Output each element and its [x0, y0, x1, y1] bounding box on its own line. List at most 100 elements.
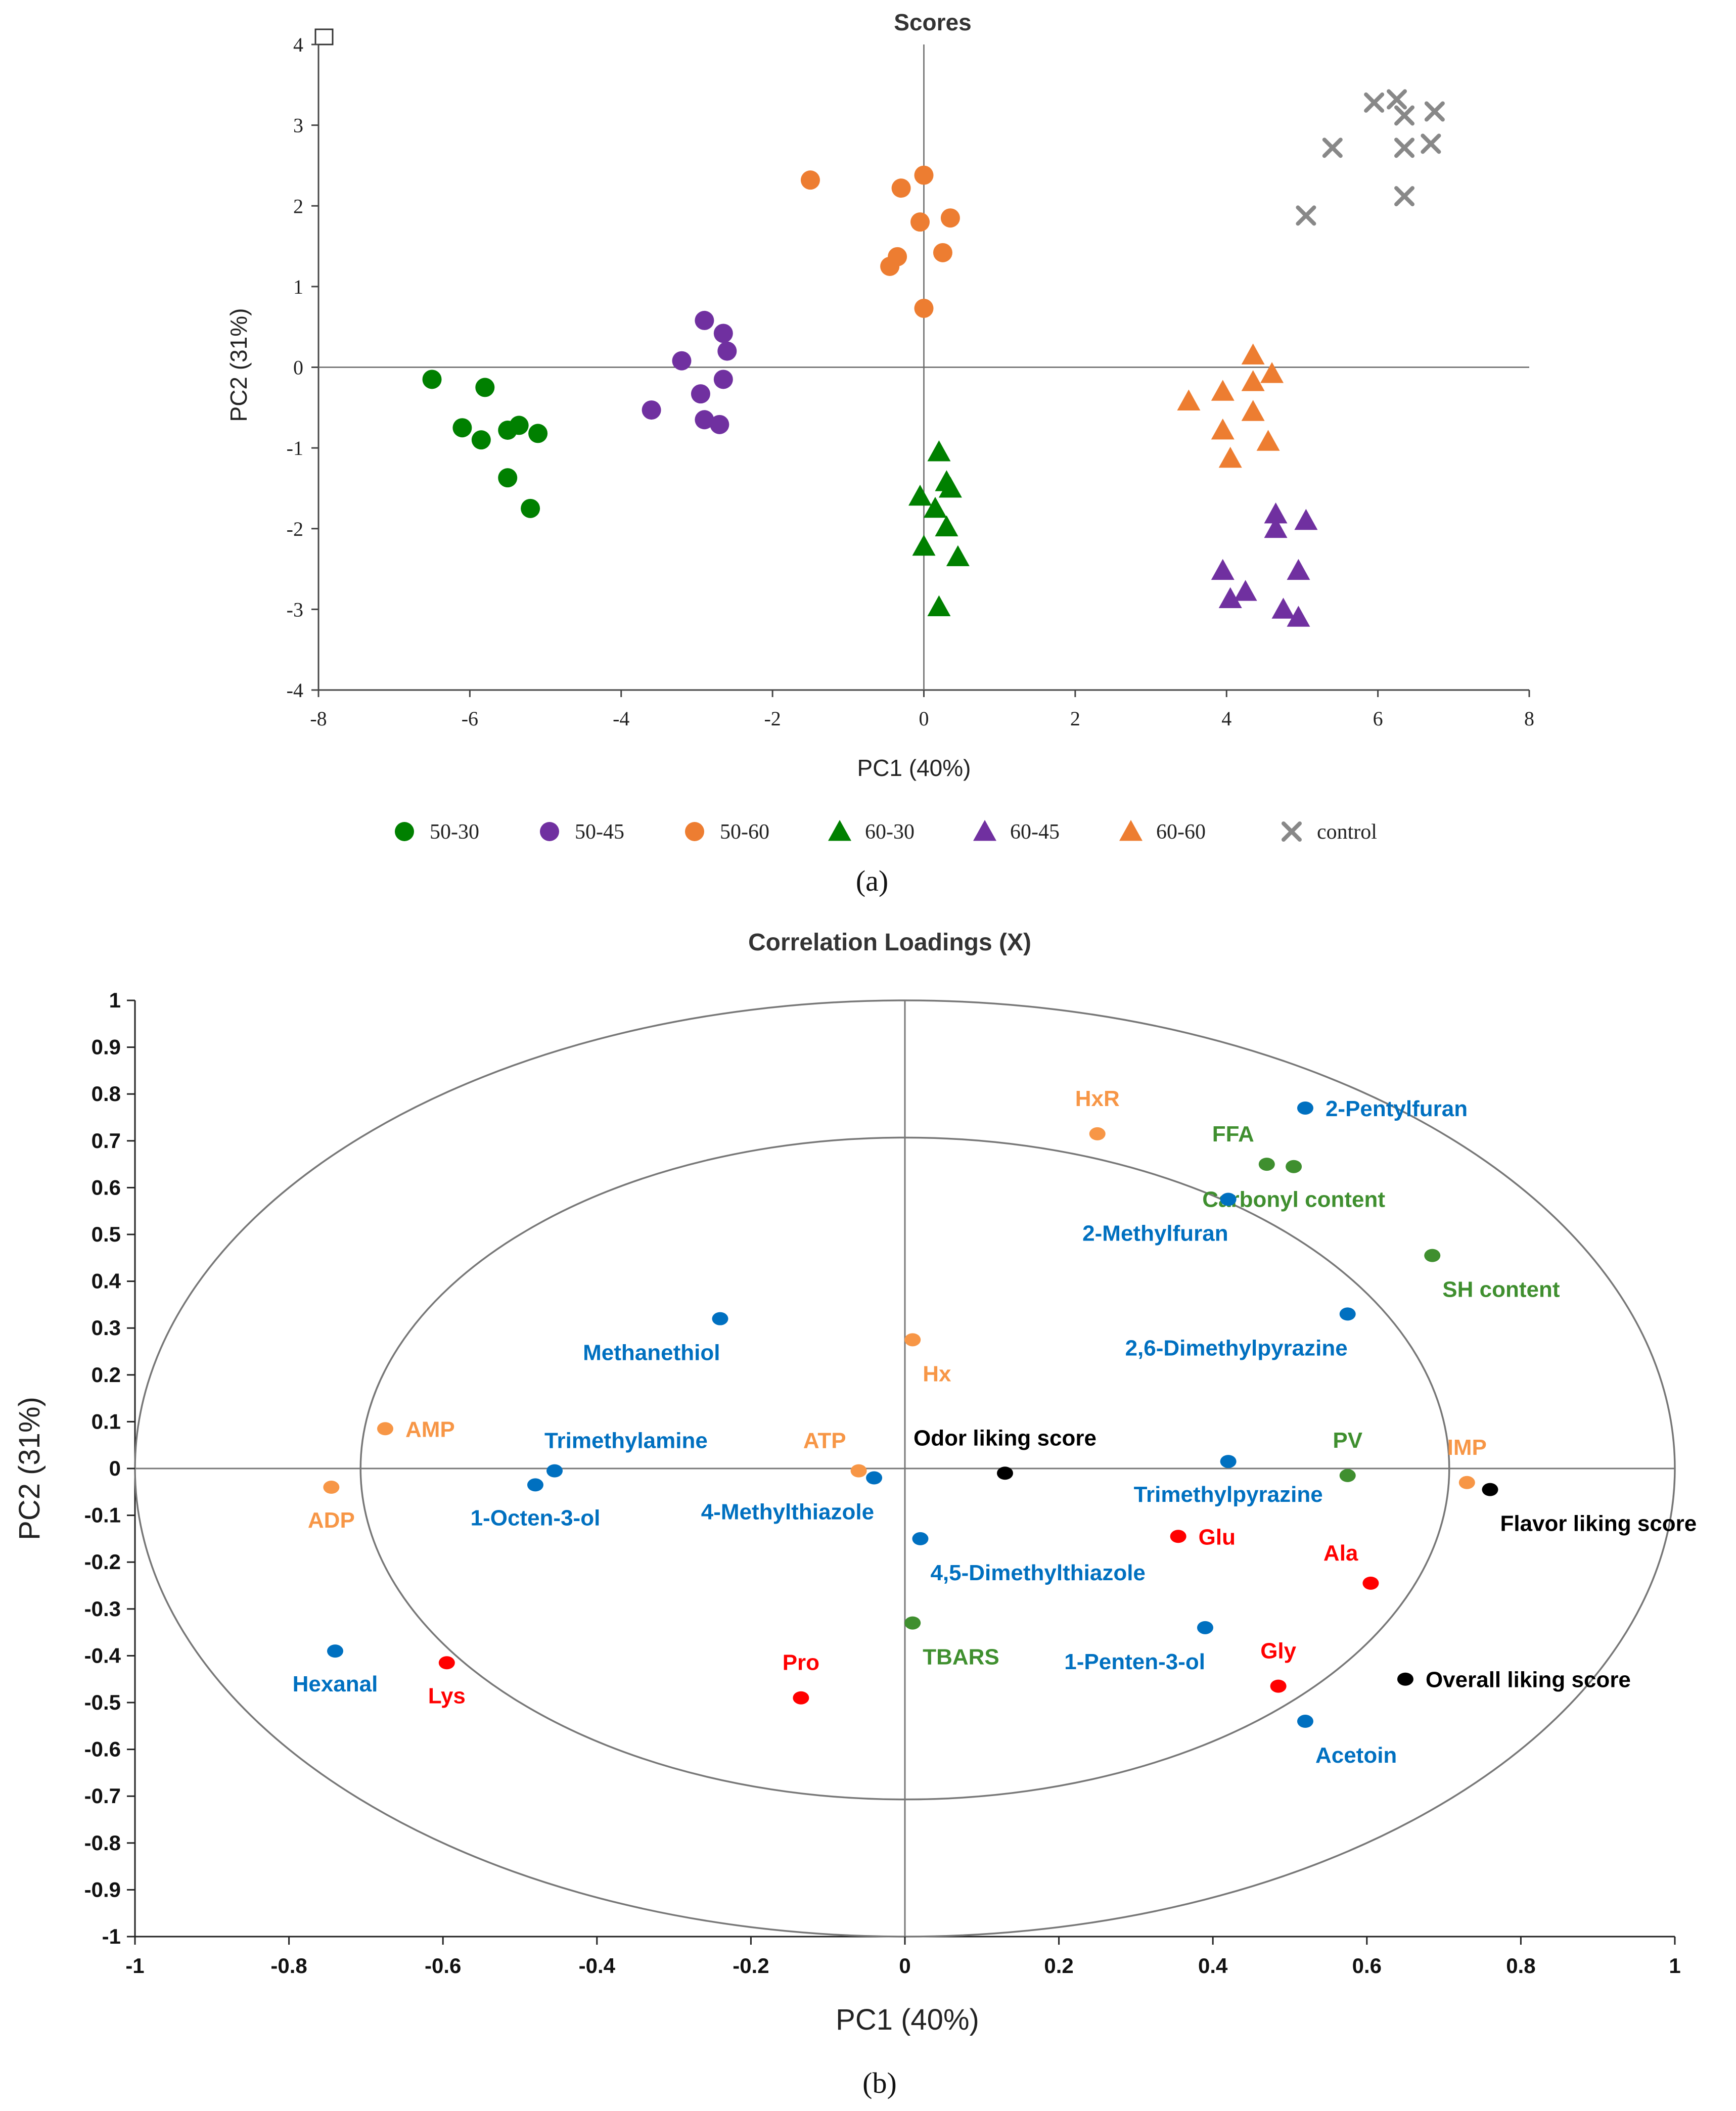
loading-label-hxr: HxR: [1075, 1086, 1120, 1111]
loadings-xtick-label: 0.4: [1198, 1954, 1228, 1978]
loading-label-gly: Gly: [1260, 1639, 1296, 1664]
scores-xtick-label: -6: [462, 707, 478, 730]
loadings-ytick-label: -1: [102, 1924, 121, 1948]
scores-point-60-60: [1211, 419, 1235, 440]
loading-point-hxr: [1089, 1127, 1106, 1140]
scores-ytick-label: -2: [287, 518, 303, 540]
scores-point-control: [1421, 133, 1441, 154]
loading-point-trimethylamine: [546, 1464, 563, 1478]
scores-point-control: [1394, 186, 1415, 207]
scores-x-axis-label: PC1 (40%): [857, 755, 971, 781]
legend-marker-50-30: [395, 822, 414, 841]
scores-point-50-45: [691, 384, 710, 404]
loading-point-sh-content: [1424, 1249, 1441, 1262]
scores-point-60-60: [1218, 446, 1242, 468]
loading-point-4-5-dimethylthiazole: [912, 1532, 929, 1545]
scores-axes: [317, 44, 1529, 691]
loading-point-atp: [850, 1464, 867, 1478]
legend-label-50-45: 50-45: [575, 820, 624, 844]
loading-point-carbonyl-content: [1286, 1160, 1302, 1173]
loadings-x-axis-label: PC1 (40%): [836, 2003, 979, 2036]
loading-point-amp: [377, 1422, 393, 1436]
loading-point-acetoin: [1297, 1715, 1313, 1728]
loadings-panel: Correlation Loadings (X) -1 -0.8 -0.6 -0.4-…: [13, 929, 1697, 2099]
loading-label-overall-liking-score: Overall liking score: [1426, 1668, 1631, 1692]
scores-point-50-60: [914, 165, 934, 185]
loading-point-lys: [438, 1656, 455, 1670]
scores-ytick-label: 2: [293, 195, 303, 217]
loading-label-sh-content: SH content: [1442, 1277, 1560, 1302]
legend-label-60-45: 60-45: [1010, 820, 1060, 844]
loadings-ytick-label: -0.9: [84, 1877, 121, 1901]
loading-point-trimethylpyrazine: [1220, 1455, 1237, 1468]
loading-label-flavor-liking-score: Flavor liking score: [1500, 1511, 1697, 1536]
loading-label-1-octen-3-ol: 1-Octen-3-ol: [471, 1505, 601, 1530]
scores-point-60-30: [927, 595, 951, 616]
scores-point-60-60: [1177, 389, 1201, 410]
scores-point-60-45: [1211, 559, 1235, 580]
scores-point-control: [1394, 105, 1415, 126]
scores-ytick-label: 4: [293, 33, 303, 56]
scores-yticks: 4 3 2 1 0 -1 -2 -3 -4: [287, 33, 318, 702]
loading-label-pv: PV: [1333, 1428, 1362, 1453]
legend-marker-50-60: [685, 822, 704, 841]
loadings-ytick-label: 0.8: [92, 1082, 121, 1106]
loadings-ytick-label: -0.7: [84, 1784, 121, 1808]
loadings-ytick-label: -0.5: [84, 1690, 121, 1714]
scores-caption: (a): [856, 864, 888, 897]
loading-label-hx: Hx: [923, 1361, 951, 1386]
loadings-xtick-label: 0.6: [1352, 1954, 1382, 1978]
loading-point-2-methylfuran: [1220, 1192, 1237, 1206]
loadings-ytick-label: 0.2: [92, 1363, 121, 1387]
scores-point-60-30: [938, 476, 962, 498]
scores-point-60-60: [1256, 430, 1280, 451]
scores-point-50-60: [910, 212, 930, 232]
loadings-caption: (b): [862, 2067, 897, 2099]
loading-label-acetoin: Acetoin: [1315, 1743, 1397, 1768]
loadings-ytick-label: 0.9: [92, 1035, 121, 1059]
scores-point-50-60: [914, 298, 934, 318]
loading-label-atp: ATP: [803, 1429, 846, 1453]
legend-label-60-60: 60-60: [1156, 820, 1206, 844]
loadings-ytick-label: 0.7: [92, 1129, 121, 1153]
loading-label-4-methylthiazole: 4-Methylthiazole: [701, 1500, 874, 1525]
scores-ytick-label: -1: [287, 437, 303, 460]
scores-point-60-30: [908, 484, 932, 506]
loading-point-glu: [1170, 1530, 1186, 1543]
loading-point-adp: [323, 1481, 340, 1494]
loadings-xticks: -1 -0.8 -0.6 -0.4 -0.2 0 0.2 0.4 0.6 0.8 1: [125, 1937, 1681, 1978]
loading-point-odor-liking-score: [996, 1466, 1013, 1480]
scores-xtick-label: 8: [1524, 707, 1534, 730]
scores-point-control: [1364, 92, 1385, 113]
scores-point-control: [1424, 101, 1445, 122]
scores-point-50-45: [717, 341, 737, 361]
scores-ytick-label: 3: [293, 114, 303, 137]
scores-point-60-30: [927, 440, 951, 462]
scores-point-60-60: [1241, 400, 1265, 421]
scores-point-60-45: [1287, 606, 1310, 627]
loadings-ytick-label: -0.8: [84, 1831, 121, 1855]
loading-point-tbars: [904, 1616, 921, 1630]
scores-point-60-30: [923, 496, 947, 518]
loading-label-4-5-dimethylthiazole: 4,5-Dimethylthiazole: [930, 1561, 1145, 1585]
loading-point-overall-liking-score: [1397, 1672, 1413, 1686]
loading-point-1-octen-3-ol: [527, 1478, 543, 1492]
scores-point-60-30: [912, 534, 936, 556]
loadings-ytick-label: 0.6: [92, 1175, 121, 1199]
legend-label-control: control: [1317, 820, 1377, 844]
loading-label-glu: Glu: [1199, 1525, 1236, 1549]
loading-point-1-penten-3-ol: [1197, 1621, 1213, 1634]
loading-point-ffa: [1258, 1158, 1275, 1171]
loadings-y-axis-label: PC2 (31%): [13, 1397, 46, 1540]
scores-xtick-label: 6: [1373, 707, 1383, 730]
loadings-axes: [134, 1000, 1675, 1938]
loading-label-trimethylpyrazine: Trimethylpyrazine: [1134, 1482, 1323, 1507]
scores-ytick-label: 0: [293, 356, 303, 379]
loading-point-pv: [1339, 1468, 1356, 1482]
loading-label-2-6-dimethylpyrazine: 2,6-Dimethylpyrazine: [1125, 1336, 1348, 1360]
loading-label-methanethiol: Methanethiol: [583, 1341, 720, 1365]
scores-point-control: [1296, 205, 1316, 226]
scores-point-60-30: [935, 515, 958, 536]
legend-marker-50-45: [540, 822, 559, 841]
